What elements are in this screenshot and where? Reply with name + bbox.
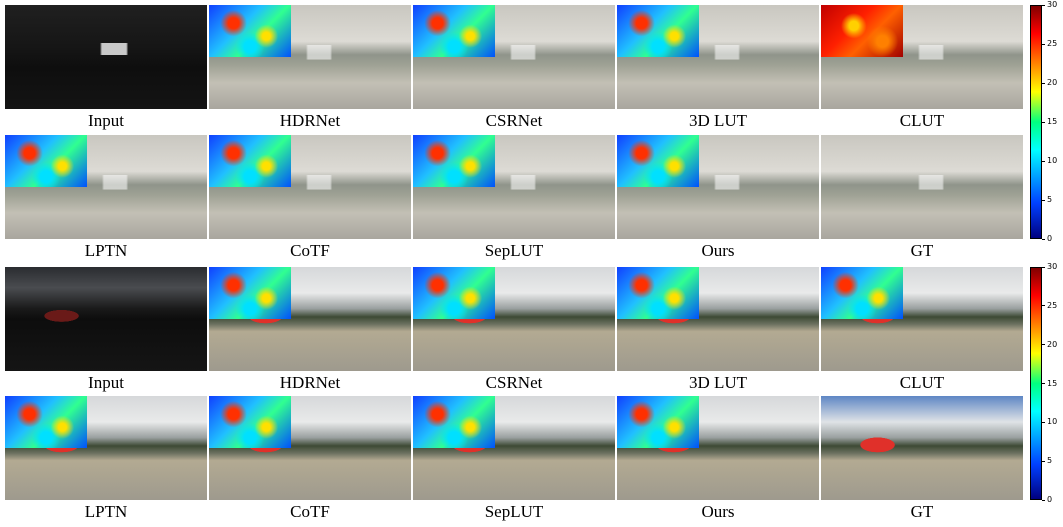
- colorbar-tick: [1042, 305, 1045, 306]
- error-map: [413, 396, 495, 448]
- image-panel: [5, 267, 207, 371]
- image-panel: [5, 135, 207, 239]
- error-map: [413, 135, 495, 187]
- figure: InputHDRNetCSRNet3D LUTCLUTLPTNCoTFSepLU…: [0, 0, 1063, 527]
- caption: GT: [821, 241, 1023, 261]
- image-panel: [5, 396, 207, 500]
- colorbar-tick: [1042, 122, 1045, 123]
- colorbar-tick-label: 30: [1047, 262, 1057, 272]
- error-map: [821, 5, 903, 57]
- image-panel: [617, 135, 819, 239]
- caption: 3D LUT: [617, 373, 819, 393]
- image-panel: [413, 267, 615, 371]
- image-panel: [413, 5, 615, 109]
- colorbar-tick: [1042, 344, 1045, 345]
- caption: HDRNet: [209, 373, 411, 393]
- error-map: [413, 5, 495, 57]
- colorbar-tick-label: 10: [1047, 156, 1057, 166]
- colorbar-tick-label: 30: [1047, 0, 1057, 10]
- error-map: [617, 267, 699, 319]
- colorbar-tick-label: 25: [1047, 301, 1057, 311]
- caption: Input: [5, 373, 207, 393]
- colorbar: [1030, 267, 1042, 500]
- colorbar-tick-label: 15: [1047, 379, 1057, 389]
- caption: CoTF: [209, 502, 411, 522]
- colorbar-tick: [1042, 83, 1045, 84]
- image-panel: [617, 5, 819, 109]
- error-map: [617, 396, 699, 448]
- caption: GT: [821, 502, 1023, 522]
- colorbar-tick-label: 15: [1047, 117, 1057, 127]
- caption: CLUT: [821, 373, 1023, 393]
- error-map: [209, 396, 291, 448]
- colorbar-tick-label: 20: [1047, 78, 1057, 88]
- image-panel: [209, 267, 411, 371]
- error-map: [413, 267, 495, 319]
- caption: SepLUT: [413, 502, 615, 522]
- colorbar-tick: [1042, 422, 1045, 423]
- colorbar-tick: [1042, 161, 1045, 162]
- colorbar-tick: [1042, 461, 1045, 462]
- image-panel: [821, 396, 1023, 500]
- error-map: [5, 135, 87, 187]
- caption: CLUT: [821, 111, 1023, 131]
- error-map: [821, 267, 903, 319]
- colorbar-tick: [1042, 383, 1045, 384]
- caption: LPTN: [5, 502, 207, 522]
- caption: HDRNet: [209, 111, 411, 131]
- error-map: [5, 396, 87, 448]
- error-map: [617, 135, 699, 187]
- caption: Ours: [617, 502, 819, 522]
- caption: CoTF: [209, 241, 411, 261]
- error-map: [617, 5, 699, 57]
- caption: CSRNet: [413, 111, 615, 131]
- colorbar-tick-label: 25: [1047, 39, 1057, 49]
- image-panel: [209, 5, 411, 109]
- colorbar-tick-label: 0: [1047, 234, 1052, 244]
- colorbar-tick-label: 20: [1047, 340, 1057, 350]
- colorbar-tick-label: 5: [1047, 195, 1052, 205]
- image-panel: [209, 396, 411, 500]
- error-map: [209, 267, 291, 319]
- caption: CSRNet: [413, 373, 615, 393]
- colorbar-tick-label: 10: [1047, 417, 1057, 427]
- colorbar-tick-label: 5: [1047, 456, 1052, 466]
- image-panel: [413, 396, 615, 500]
- caption: SepLUT: [413, 241, 615, 261]
- caption: Input: [5, 111, 207, 131]
- image-panel: [413, 135, 615, 239]
- image-panel: [821, 267, 1023, 371]
- colorbar-tick-label: 0: [1047, 495, 1052, 505]
- caption: Ours: [617, 241, 819, 261]
- image-panel: [5, 5, 207, 109]
- colorbar-tick: [1042, 44, 1045, 45]
- caption: 3D LUT: [617, 111, 819, 131]
- image-panel: [209, 135, 411, 239]
- colorbar-tick: [1042, 239, 1045, 240]
- colorbar-tick: [1042, 200, 1045, 201]
- error-map: [209, 5, 291, 57]
- image-panel: [821, 135, 1023, 239]
- colorbar-tick: [1042, 500, 1045, 501]
- image-panel: [617, 396, 819, 500]
- colorbar-tick: [1042, 5, 1045, 6]
- image-panel: [617, 267, 819, 371]
- colorbar-tick: [1042, 267, 1045, 268]
- colorbar: [1030, 5, 1042, 239]
- error-map: [209, 135, 291, 187]
- image-panel: [821, 5, 1023, 109]
- caption: LPTN: [5, 241, 207, 261]
